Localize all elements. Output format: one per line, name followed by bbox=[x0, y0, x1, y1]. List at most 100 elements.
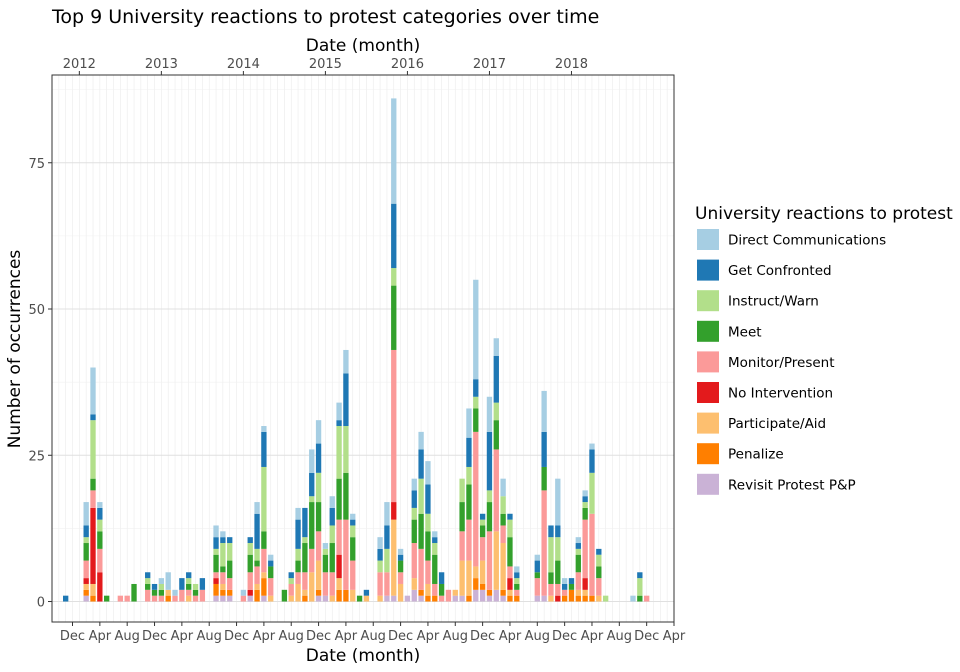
bar-segment bbox=[507, 578, 513, 590]
x-tick-label: Apr bbox=[171, 629, 194, 644]
bar-segment bbox=[473, 396, 479, 409]
bar-segment bbox=[534, 560, 540, 573]
bar-segment bbox=[350, 519, 356, 526]
bar-segment bbox=[377, 572, 383, 596]
bar-segment bbox=[220, 583, 226, 590]
bar-segment bbox=[582, 490, 588, 497]
bar-segment bbox=[582, 519, 588, 579]
bar-segment bbox=[172, 595, 178, 602]
bar-segment bbox=[322, 548, 329, 555]
bar-segment bbox=[363, 595, 370, 602]
bar-segment bbox=[418, 513, 424, 549]
bar-segment bbox=[418, 431, 424, 450]
bar-segment bbox=[500, 525, 506, 544]
bar-segment bbox=[145, 583, 151, 590]
bar-segment bbox=[643, 595, 650, 602]
x-tick-label: Apr bbox=[663, 629, 686, 644]
bar-segment bbox=[425, 513, 431, 532]
bar-segment bbox=[186, 578, 192, 584]
x-top-tick-label: 2013 bbox=[145, 57, 178, 72]
bar-segment bbox=[473, 408, 479, 432]
bar-segment bbox=[432, 583, 438, 596]
bar-segment bbox=[548, 583, 554, 596]
bar-segment bbox=[575, 543, 581, 549]
bar-segment bbox=[541, 466, 547, 491]
bar-segment bbox=[302, 507, 308, 538]
bar-segment bbox=[432, 595, 438, 602]
bar-segment bbox=[561, 583, 568, 590]
bar-segment bbox=[575, 595, 581, 602]
bar-segment bbox=[254, 513, 260, 549]
bar-segment bbox=[90, 414, 96, 421]
bar-segment bbox=[637, 578, 643, 596]
bar-segment bbox=[500, 595, 506, 602]
bar-segment bbox=[486, 589, 493, 596]
bar-segment bbox=[514, 589, 520, 596]
bar-segment bbox=[377, 537, 383, 549]
x-tick-label: Apr bbox=[335, 629, 358, 644]
bar-segment bbox=[582, 595, 588, 602]
bar-segment bbox=[486, 431, 493, 491]
bar-segment bbox=[479, 519, 486, 526]
bar-segment bbox=[438, 583, 445, 596]
bar-segment bbox=[329, 525, 335, 544]
x-tick-label: Aug bbox=[197, 629, 222, 644]
bar-segment bbox=[158, 583, 165, 590]
bar-segment bbox=[281, 589, 288, 602]
bar-segment bbox=[507, 537, 513, 567]
bar-segment bbox=[425, 484, 431, 514]
bar-segment bbox=[391, 595, 397, 602]
bar-segment bbox=[329, 507, 335, 526]
bar-segment bbox=[493, 355, 499, 403]
legend-label: Revisit Protest P&P bbox=[728, 477, 856, 493]
bar-segment bbox=[486, 396, 493, 432]
legend-key bbox=[697, 259, 719, 281]
bar-segment bbox=[261, 531, 267, 549]
bar-segment bbox=[220, 566, 226, 573]
x-tick-label: Dec bbox=[470, 629, 495, 644]
bar-segment bbox=[596, 566, 602, 579]
bar-segment bbox=[151, 583, 158, 590]
bar-segment bbox=[261, 578, 267, 596]
bar-segment bbox=[302, 595, 308, 602]
bar-segment bbox=[377, 595, 383, 602]
grid-lines bbox=[51, 75, 675, 622]
bar-segment bbox=[384, 502, 390, 526]
bar-segment bbox=[90, 367, 96, 415]
bar-segment bbox=[486, 490, 493, 503]
bar-segment bbox=[268, 554, 274, 561]
bar-segment bbox=[500, 589, 506, 596]
bar-segment bbox=[90, 595, 96, 602]
bar-segment bbox=[261, 595, 267, 602]
bar-segment bbox=[479, 513, 486, 520]
bar-segment bbox=[83, 525, 89, 538]
bar-segment bbox=[83, 589, 89, 596]
bar-segment bbox=[261, 466, 267, 532]
bar-segment bbox=[247, 554, 253, 573]
bar-segment bbox=[213, 583, 219, 596]
bar-segment bbox=[445, 589, 452, 602]
x-top-tick-label: 2015 bbox=[309, 57, 342, 72]
bar-segment bbox=[596, 548, 602, 555]
bar-segment bbox=[254, 566, 260, 584]
bar-segment bbox=[582, 507, 588, 520]
bar-segment bbox=[582, 496, 588, 503]
bar-segment bbox=[384, 595, 390, 602]
bar-segment bbox=[425, 531, 431, 561]
bar-segment bbox=[507, 519, 513, 538]
bar-segment bbox=[356, 595, 363, 602]
bar-segment bbox=[514, 572, 520, 579]
bar-segment bbox=[391, 98, 397, 204]
bar-segment bbox=[602, 595, 609, 602]
bar-segment bbox=[500, 496, 506, 514]
bar-segment bbox=[315, 595, 322, 602]
bar-segment bbox=[486, 595, 493, 602]
bar-segment bbox=[227, 537, 233, 544]
bar-segment bbox=[145, 578, 151, 584]
legend-key bbox=[697, 382, 719, 403]
bar-segment bbox=[514, 583, 520, 590]
bar-segment bbox=[97, 502, 103, 508]
bar-segment bbox=[479, 537, 486, 561]
bar-segment bbox=[315, 420, 322, 444]
